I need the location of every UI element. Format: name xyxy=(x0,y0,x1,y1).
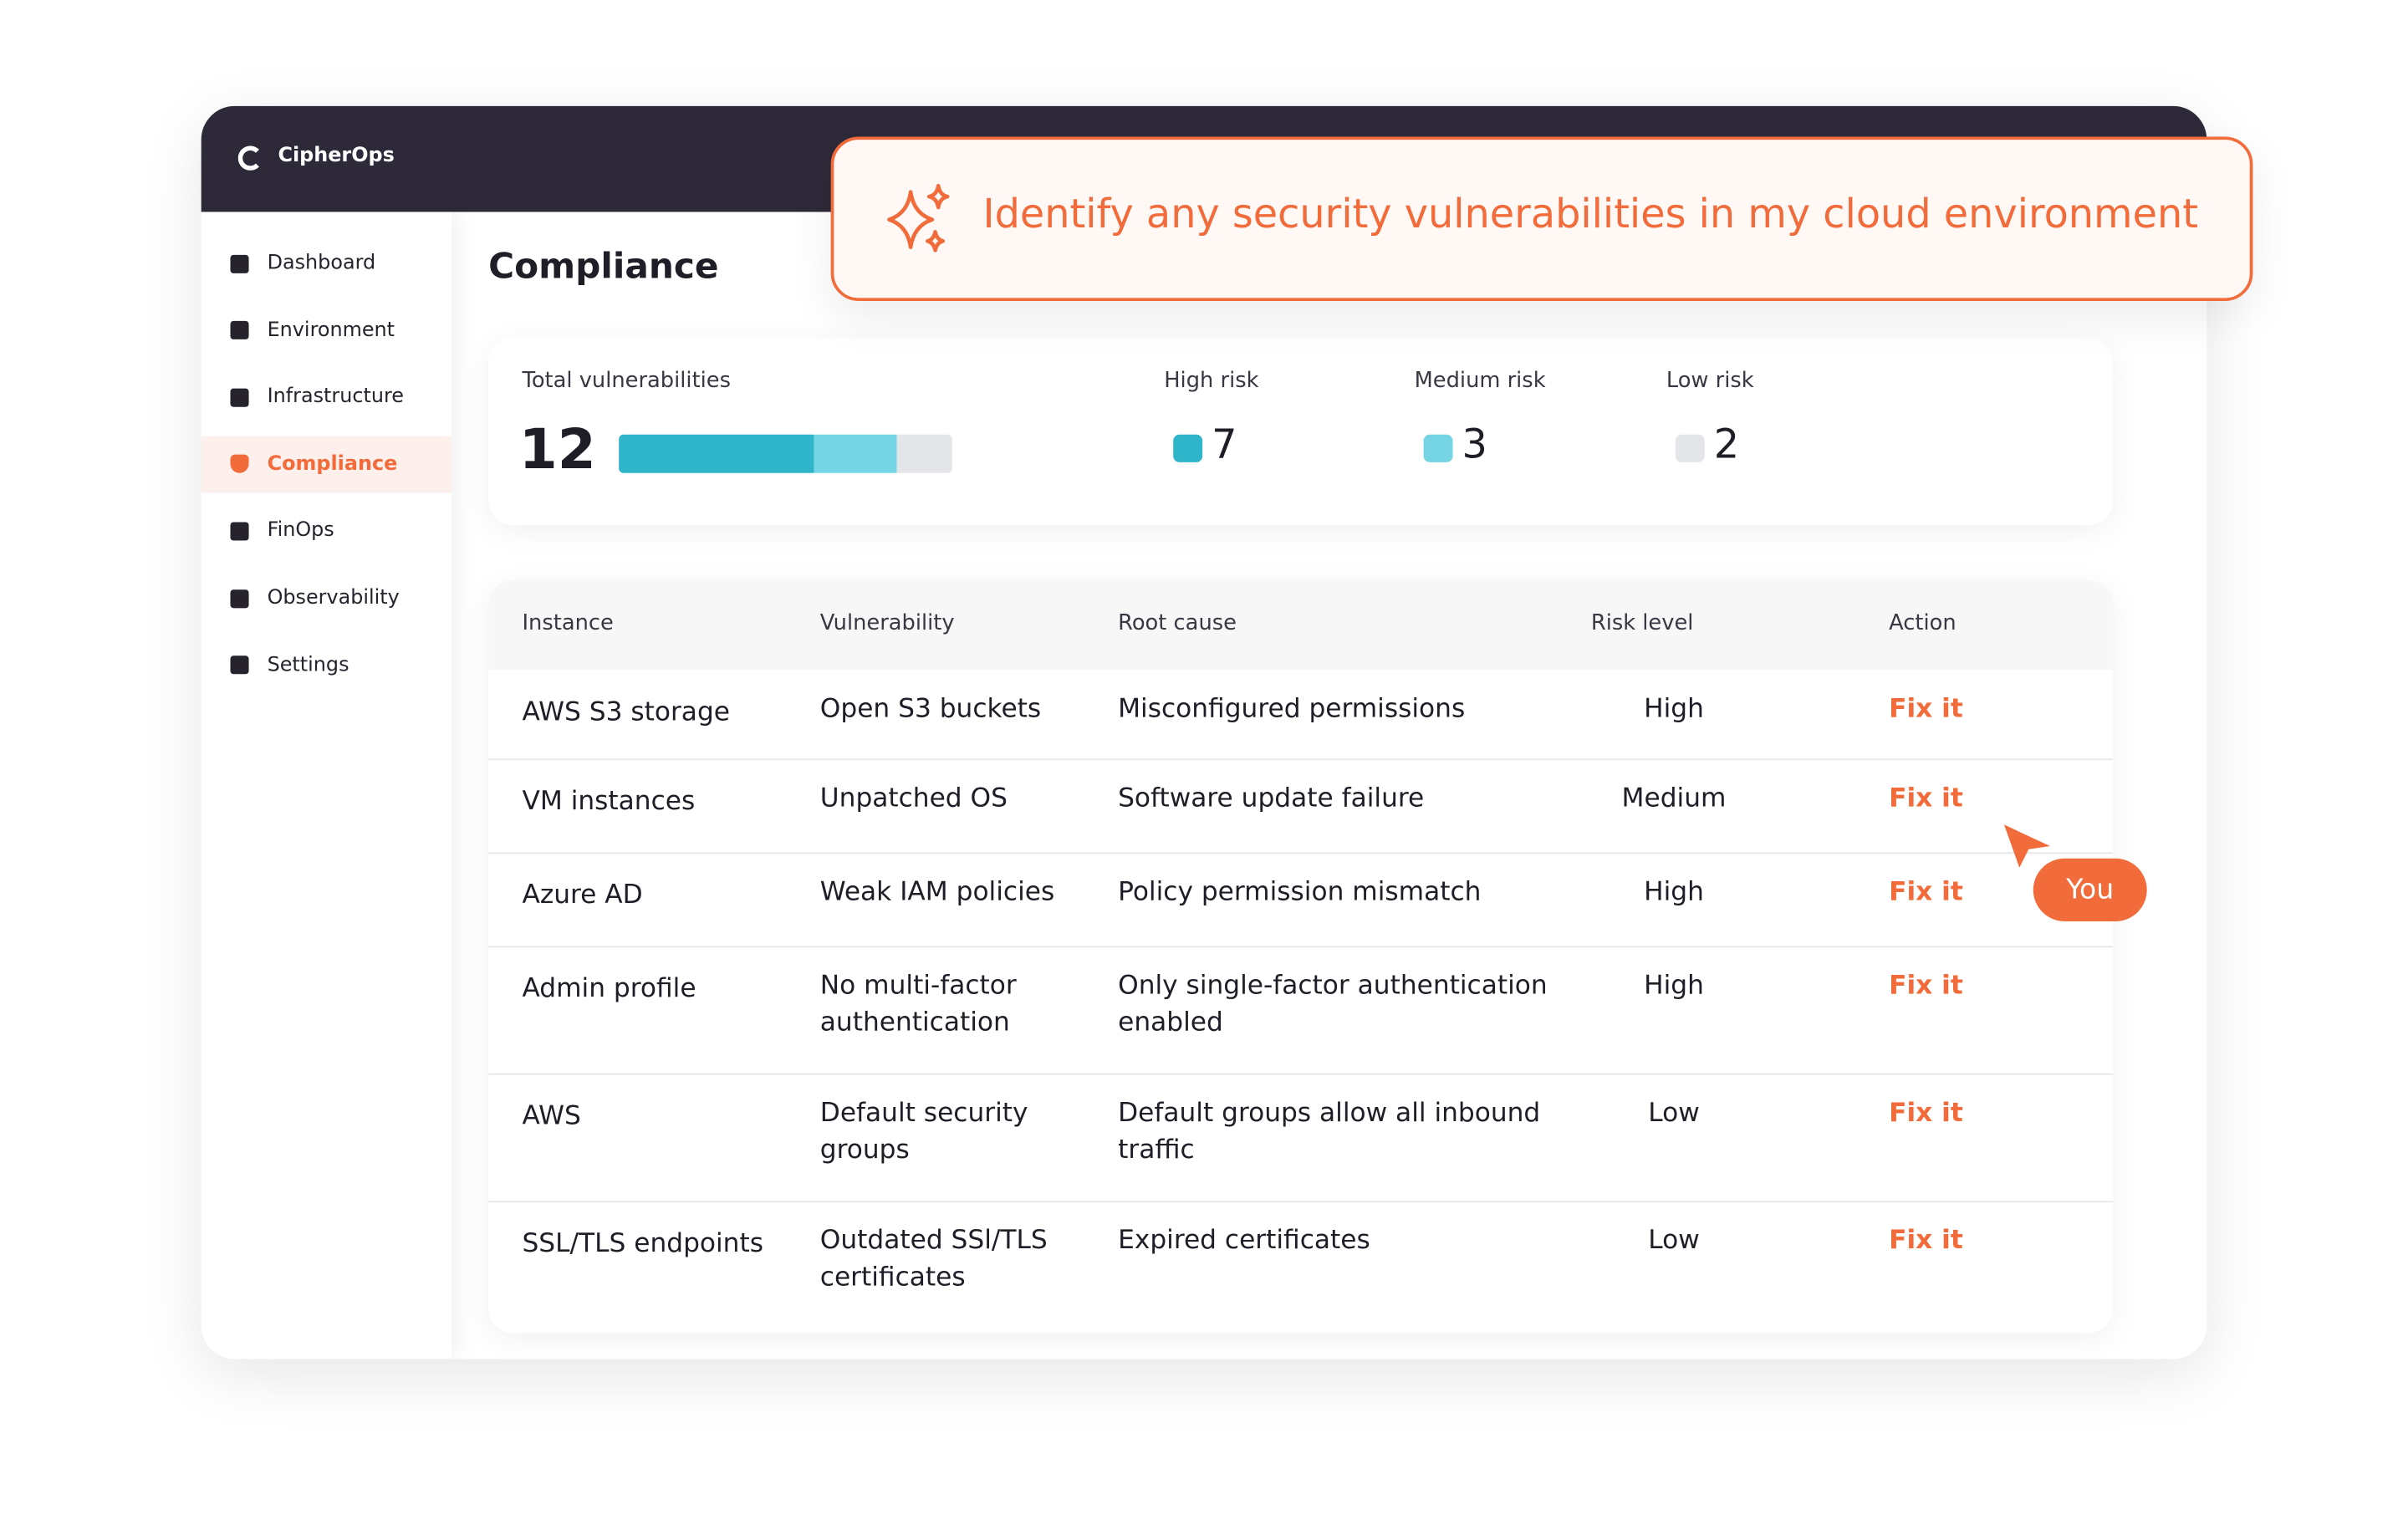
table-cell: Unpatched OS xyxy=(819,783,1008,814)
nav-icon xyxy=(230,655,249,675)
nav-item[interactable]: FinOps xyxy=(202,502,452,559)
total-label: Total vulnerabilities xyxy=(522,368,732,394)
table-cell: Expired certificates xyxy=(1118,1225,1370,1257)
fix-button[interactable]: Fix it xyxy=(1889,1098,1963,1129)
table-cell: Default security groups xyxy=(819,1098,1028,1166)
nav-item[interactable]: Infrastructure xyxy=(202,369,452,426)
prompt-text: Identify any security vulnerabilities in… xyxy=(982,191,2198,238)
nav-icon xyxy=(230,522,249,541)
cursor xyxy=(2003,824,2050,868)
risk-label: Medium risk xyxy=(1414,368,1546,394)
nav-icon xyxy=(230,455,249,474)
fix-button[interactable]: Fix it xyxy=(1889,783,1963,814)
nav-item[interactable]: Dashboard xyxy=(202,235,452,292)
nav-label: Settings xyxy=(267,653,349,677)
row-divider xyxy=(488,1073,2114,1075)
sparkle-icon xyxy=(887,183,950,252)
risk-label: Low risk xyxy=(1666,368,1754,394)
nav-item[interactable]: Compliance xyxy=(201,436,452,493)
table-cell: VM instances xyxy=(522,786,696,818)
table-cell: Policy permission mismatch xyxy=(1118,876,1482,908)
table-cell: High xyxy=(1644,876,1704,908)
row-divider xyxy=(488,1201,2114,1203)
table-cell: SSL/TLS endpoints xyxy=(522,1228,763,1260)
column-header: Root cause xyxy=(1118,611,1237,636)
vulnerability-table: Instance Vulnerability Root cause Risk leve… xyxy=(488,580,2114,1334)
risk-bar-segment xyxy=(896,434,952,473)
sidebar: Dashboard Environment Infrastructure Compli… xyxy=(201,212,452,1359)
app-window: CipherOps Dashboard Environment Infrastruct… xyxy=(201,105,2207,1359)
risk-swatch xyxy=(1423,434,1453,462)
fix-button[interactable]: Fix it xyxy=(1889,876,1963,908)
nav-item[interactable]: Observability xyxy=(202,569,452,626)
table-cell: Default groups allow all inbound traffic xyxy=(1118,1098,1541,1166)
page-title: Compliance xyxy=(488,247,719,288)
logo-icon xyxy=(237,145,263,171)
nav-label: Compliance xyxy=(267,452,398,477)
nav-label: FinOps xyxy=(267,519,334,543)
table-cell: Software update failure xyxy=(1118,783,1425,814)
nav-icon xyxy=(230,253,249,273)
table-header xyxy=(488,580,2114,670)
table-cell: Weak IAM policies xyxy=(819,876,1055,908)
risk-count: 7 xyxy=(1212,422,1237,469)
risk-swatch xyxy=(1173,434,1203,462)
table-cell: AWS S3 storage xyxy=(522,696,730,728)
fix-button[interactable]: Fix it xyxy=(1889,694,1963,725)
nav-label: Observability xyxy=(267,586,400,610)
table-cell: AWS xyxy=(522,1100,581,1132)
column-header: Risk level xyxy=(1590,611,1694,636)
risk-bar-segment xyxy=(813,434,897,473)
fix-button[interactable]: Fix it xyxy=(1889,1225,1963,1257)
row-divider xyxy=(488,852,2114,854)
row-divider xyxy=(488,758,2114,761)
risk-bar-segment xyxy=(619,434,814,473)
nav-item[interactable]: Environment xyxy=(202,302,452,359)
nav-item[interactable]: Settings xyxy=(202,636,452,693)
total-value: 12 xyxy=(518,419,596,482)
table-cell: No multi-factor authentication xyxy=(819,970,1017,1038)
column-header: Instance xyxy=(522,611,614,636)
prompt-box: Identify any security vulnerabilities in… xyxy=(830,136,2253,301)
column-header: Action xyxy=(1889,611,1956,636)
nav-icon xyxy=(230,589,249,608)
risk-count: 2 xyxy=(1713,422,1740,469)
table-cell: Azure AD xyxy=(522,880,643,911)
nav-icon xyxy=(230,388,249,407)
risk-swatch xyxy=(1675,434,1705,462)
table-cell: Low xyxy=(1648,1225,1700,1257)
summary-panel: Total vulnerabilities 12 High risk 7 Medium … xyxy=(488,338,2114,526)
table-cell: High xyxy=(1644,694,1704,725)
app-name: CipherOps xyxy=(278,144,395,168)
table-cell: Admin profile xyxy=(522,973,696,1005)
risk-label: High risk xyxy=(1164,368,1259,394)
row-divider xyxy=(488,946,2114,948)
nav-icon xyxy=(230,321,249,340)
table-cell: Low xyxy=(1648,1098,1700,1129)
table-cell: High xyxy=(1644,970,1704,1002)
risk-count: 3 xyxy=(1462,422,1487,469)
table-cell: Only single-factor authentication enable… xyxy=(1118,970,1548,1038)
nav-label: Environment xyxy=(267,319,395,342)
table-cell: Misconfigured permissions xyxy=(1118,694,1466,725)
fix-button[interactable]: Fix it xyxy=(1889,970,1963,1002)
cursor-label: You xyxy=(2033,858,2147,922)
table-cell: Open S3 buckets xyxy=(819,694,1042,725)
table-cell: Outdated SSl/TLS certificates xyxy=(819,1225,1048,1293)
nav-label: Infrastructure xyxy=(267,385,404,409)
nav-label: Dashboard xyxy=(267,252,376,275)
column-header: Vulnerability xyxy=(819,611,955,636)
table-cell: Medium xyxy=(1621,783,1727,814)
